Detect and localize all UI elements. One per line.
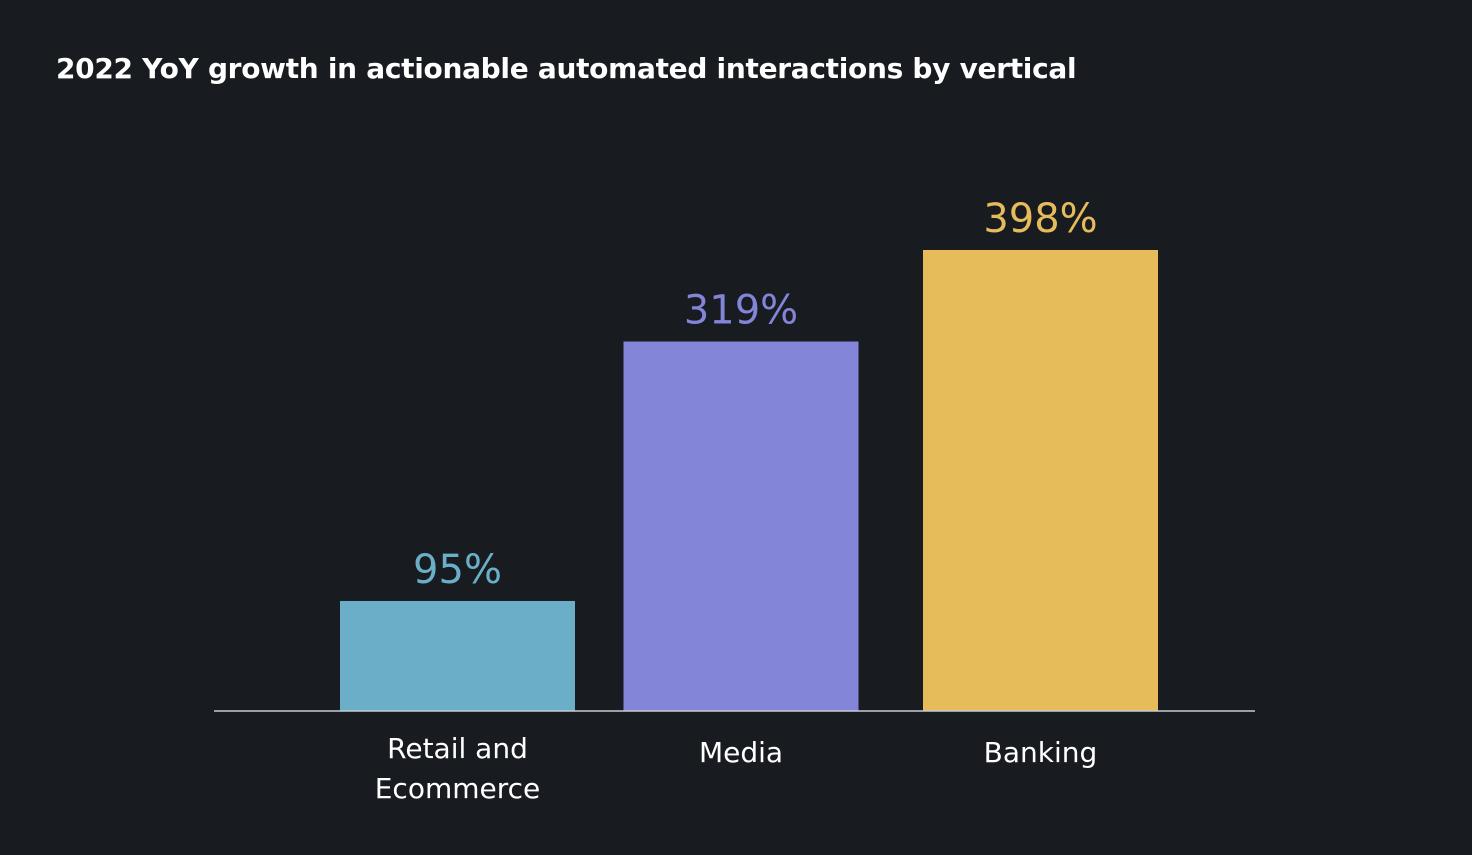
category-label-2: Banking <box>984 736 1098 769</box>
bar-0 <box>340 600 575 711</box>
category-label-line: Media <box>699 736 783 769</box>
value-label-0: 95% <box>413 547 502 593</box>
bars-layer <box>340 250 1158 711</box>
category-label-line: Ecommerce <box>375 772 541 805</box>
category-label-line: Banking <box>984 736 1098 769</box>
value-label-2: 398% <box>983 196 1097 242</box>
value-label-1: 319% <box>684 288 798 334</box>
bar-1 <box>623 341 859 711</box>
chart-title: 2022 YoY growth in actionable automated … <box>56 52 1077 85</box>
category-label-1: Media <box>699 736 783 769</box>
category-label-0: Retail and Ecommerce <box>375 732 541 805</box>
category-label-line: Retail and <box>387 732 528 765</box>
labels-layer: 95% Retail and Ecommerce 319% Media 398% Banki… <box>375 196 1098 805</box>
bar-2 <box>923 250 1158 711</box>
